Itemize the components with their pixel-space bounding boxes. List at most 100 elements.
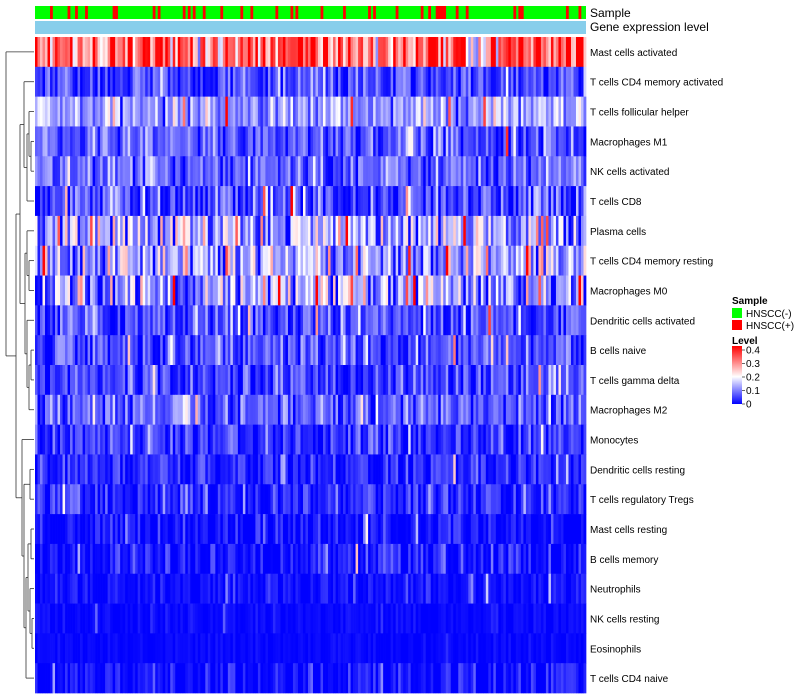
heatmap-cell bbox=[525, 603, 529, 634]
heatmap-cell bbox=[60, 275, 63, 306]
heatmap-cell bbox=[227, 484, 231, 515]
heatmap-cell bbox=[380, 603, 384, 634]
heatmap-cell bbox=[405, 424, 409, 455]
heatmap-cell bbox=[115, 365, 118, 396]
heatmap-cell bbox=[408, 365, 412, 396]
heatmap-cell bbox=[257, 573, 261, 604]
heatmap-cell bbox=[440, 633, 444, 664]
heatmap-cell bbox=[520, 215, 524, 247]
heatmap-cell bbox=[152, 96, 156, 127]
heatmap-cell bbox=[448, 663, 452, 694]
heatmap-cell bbox=[438, 335, 442, 366]
heatmap-cell bbox=[272, 275, 276, 306]
heatmap-cell bbox=[443, 305, 447, 336]
sample-annotation-cell bbox=[75, 6, 78, 19]
heatmap-cell bbox=[488, 484, 492, 515]
heatmap-cell bbox=[318, 365, 321, 396]
heatmap-cell bbox=[398, 335, 402, 366]
heatmap-cell bbox=[292, 186, 296, 217]
heatmap-cell bbox=[543, 424, 547, 455]
heatmap-cell bbox=[40, 365, 43, 396]
heatmap-cell bbox=[235, 335, 239, 366]
heatmap-cell bbox=[468, 573, 472, 604]
heatmap-cell bbox=[360, 365, 364, 396]
heatmap-cell bbox=[37, 633, 41, 664]
heatmap-cell bbox=[498, 186, 502, 217]
heatmap-cell bbox=[335, 335, 339, 366]
heatmap-cell bbox=[485, 96, 489, 127]
heatmap-cell bbox=[408, 543, 412, 575]
heatmap-cell bbox=[180, 215, 184, 247]
heatmap-cell bbox=[72, 543, 76, 575]
heatmap-cell bbox=[418, 424, 422, 455]
heatmap-cell bbox=[205, 275, 209, 306]
heatmap-cell bbox=[418, 484, 422, 515]
heatmap-cell bbox=[413, 126, 417, 157]
heatmap-cell bbox=[563, 573, 567, 604]
heatmap-cell bbox=[112, 603, 116, 634]
heatmap-cell bbox=[245, 96, 249, 127]
heatmap-cell bbox=[125, 663, 129, 694]
heatmap-cell bbox=[488, 275, 492, 306]
heatmap-cell bbox=[425, 633, 429, 664]
heatmap-cell bbox=[455, 96, 459, 127]
heatmap-cell bbox=[75, 543, 78, 575]
heatmap-cell bbox=[250, 603, 254, 634]
heatmap-cell bbox=[558, 365, 562, 396]
heatmap-cell bbox=[375, 37, 379, 68]
heatmap-cell bbox=[230, 633, 234, 664]
heatmap-cell bbox=[360, 663, 364, 694]
heatmap-cell bbox=[155, 186, 159, 217]
heatmap-cell bbox=[97, 305, 101, 336]
heatmap-cell bbox=[343, 543, 346, 575]
heatmap-cell bbox=[65, 37, 68, 68]
heatmap-cell bbox=[257, 484, 261, 515]
heatmap-cell bbox=[245, 663, 249, 694]
heatmap-cell bbox=[365, 663, 369, 694]
heatmap-cell bbox=[280, 454, 284, 485]
heatmap-cell bbox=[313, 633, 316, 664]
heatmap-cell bbox=[388, 37, 391, 68]
row-label: T cells regulatory Tregs bbox=[590, 495, 694, 506]
heatmap-cell bbox=[578, 186, 582, 217]
heatmap-cell bbox=[543, 66, 547, 97]
heatmap-cell bbox=[330, 514, 334, 545]
heatmap-cell bbox=[380, 156, 384, 187]
heatmap-cell bbox=[555, 573, 559, 604]
heatmap-cell bbox=[122, 275, 126, 306]
heatmap-cell bbox=[152, 543, 156, 575]
heatmap-cell bbox=[408, 186, 412, 217]
heatmap-cell bbox=[325, 37, 329, 68]
heatmap-cell bbox=[172, 37, 176, 68]
heatmap-cell bbox=[107, 186, 111, 217]
heatmap-cell bbox=[112, 186, 116, 217]
heatmap-cell bbox=[225, 484, 229, 515]
heatmap-cell bbox=[212, 245, 216, 276]
heatmap-cell bbox=[147, 394, 151, 425]
heatmap-cell bbox=[207, 394, 211, 425]
heatmap-cell bbox=[368, 365, 371, 396]
heatmap-cell bbox=[330, 633, 334, 664]
heatmap-cell bbox=[115, 633, 118, 664]
heatmap-cell bbox=[470, 394, 474, 425]
heatmap-cell bbox=[130, 543, 134, 575]
heatmap-cell bbox=[160, 543, 164, 575]
heatmap-cell bbox=[132, 514, 136, 545]
heatmap-cell bbox=[375, 484, 379, 515]
heatmap-cell bbox=[232, 543, 236, 575]
heatmap-cell bbox=[333, 573, 336, 604]
heatmap-cell bbox=[325, 275, 329, 306]
heatmap-cell bbox=[550, 454, 554, 485]
heatmap-cell bbox=[50, 96, 53, 127]
heatmap-cell bbox=[115, 275, 118, 306]
heatmap-cell bbox=[45, 543, 48, 575]
heatmap-cell bbox=[383, 186, 386, 217]
heatmap-cell bbox=[355, 305, 359, 336]
heatmap-cell bbox=[373, 633, 376, 664]
heatmap-cell bbox=[292, 454, 296, 485]
heatmap-cell bbox=[575, 543, 579, 575]
heatmap-cell bbox=[325, 633, 329, 664]
heatmap-cell bbox=[355, 573, 359, 604]
heatmap-cell bbox=[435, 66, 439, 97]
heatmap-cell bbox=[155, 663, 159, 694]
